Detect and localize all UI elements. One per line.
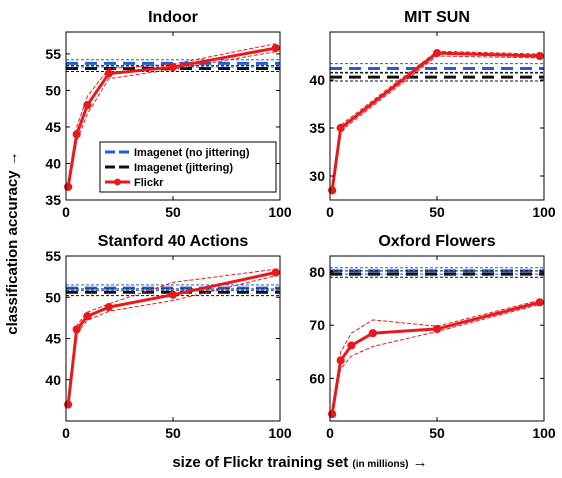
legend-label-imagenet-no-jittering: Imagenet (no jittering) [134, 147, 250, 159]
legend-label-imagenet-jittering: Imagenet (jittering) [134, 162, 233, 174]
flickr-data-point [336, 123, 345, 133]
flickr-series-line [66, 46, 276, 188]
y-tick-label: 45 [45, 331, 61, 347]
flickr-data-point [432, 324, 442, 334]
x-tick-label: 0 [326, 204, 334, 220]
y-tick-label: 35 [309, 120, 325, 136]
flickr-data-point [336, 356, 345, 365]
chart-panel-2: MIT SUN 0 50 100 30 35 40 [309, 9, 555, 220]
chart-title: MIT SUN [404, 9, 470, 26]
x-tick-label: 50 [429, 204, 445, 220]
plot-area [330, 50, 544, 191]
y-tick-label: 40 [309, 72, 325, 88]
x-tick-label: 0 [62, 425, 70, 441]
flickr-series-line [330, 51, 540, 191]
flickr-data-point [535, 298, 544, 307]
chart-title: Indoor [148, 9, 198, 26]
flickr-data-point [271, 268, 280, 277]
chart-panel-3: Stanford 40 Actions 0 50 100 40 45 50 55 [45, 233, 291, 441]
flickr-data-point [271, 43, 280, 53]
x-tick-label: 100 [532, 425, 556, 441]
y-tick-label: 40 [45, 372, 61, 388]
y-tick-label: 40 [45, 155, 61, 171]
flickr-data-point [368, 329, 377, 338]
y-tick-label: 55 [45, 248, 61, 264]
x-axis-label-arrow: → [413, 454, 428, 471]
flickr-data-point [104, 303, 113, 312]
x-tick-label: 100 [532, 204, 556, 220]
chart-panel-1: Indoor 0 50 100 35 40 45 50 55 Imagenet (no jitte… [45, 9, 291, 220]
flickr-band-lower [331, 303, 540, 415]
flickr-data-point [104, 69, 113, 78]
chart-title: Oxford Flowers [378, 233, 495, 250]
y-tick-label: 50 [45, 82, 61, 98]
flickr-series-line [66, 271, 277, 405]
y-axis-label: classification accuracy → [4, 151, 21, 334]
x-tick-label: 100 [268, 425, 292, 441]
flickr-data-point [83, 100, 92, 110]
flickr-data-point [347, 341, 356, 350]
legend-box [99, 141, 277, 193]
x-axis-label: size of Flickr training set (in millions… [172, 454, 427, 471]
flickr-series-line [330, 300, 541, 415]
flickr-data-point [83, 312, 92, 321]
y-tick-label: 70 [309, 317, 325, 333]
y-tick-label: 30 [309, 168, 325, 184]
x-axis-label-unit: (in millions) [352, 459, 408, 470]
legend-marker-flickr [114, 178, 121, 186]
x-tick-label: 0 [326, 425, 334, 441]
legend: Imagenet (no jittering) Imagenet (jitteri… [99, 141, 277, 193]
x-tick-label: 0 [62, 204, 70, 220]
y-tick-label: 60 [309, 370, 325, 386]
plot-area [330, 267, 544, 415]
axes-frame [65, 255, 281, 422]
x-tick-label: 50 [165, 204, 181, 220]
flickr-band-upper [331, 299, 540, 415]
x-tick-label: 100 [268, 204, 292, 220]
y-tick-label: 50 [45, 289, 61, 305]
chart-title: Stanford 40 Actions [98, 233, 249, 250]
flickr-data-point [432, 49, 442, 58]
y-tick-label: 80 [309, 264, 325, 280]
y-tick-label: 45 [45, 119, 61, 135]
legend-label-flickr: Flickr [134, 177, 164, 189]
x-axis-label-main: size of Flickr training set [172, 454, 348, 471]
chart-panel-4: Oxford Flowers 0 50 100 60 70 80 [309, 233, 555, 441]
y-tick-label: 35 [45, 192, 61, 208]
flickr-data-point [72, 130, 81, 139]
flickr-data-point [72, 325, 81, 334]
x-tick-label: 50 [165, 425, 181, 441]
x-tick-label: 50 [429, 425, 445, 441]
flickr-data-point [168, 290, 178, 299]
y-tick-label: 55 [45, 46, 61, 62]
flickr-data-point [168, 62, 178, 72]
plot-area [66, 268, 280, 405]
flickr-data-point [535, 51, 544, 61]
